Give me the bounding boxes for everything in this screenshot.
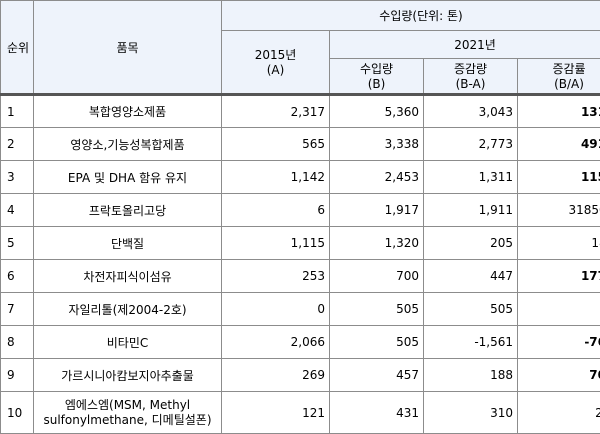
v2015-cell: 6 (222, 194, 330, 227)
change-cell: 505 (424, 293, 518, 326)
table-row: 10 엠에스엠(MSM, Methyl sulfonylmethane, 디메틸… (1, 392, 600, 434)
v2015-cell: 2,317 (222, 95, 330, 128)
item-cell: 자일리톨(제2004-2호) (34, 293, 222, 326)
year-2015-header: 2015년 (A) (222, 31, 330, 95)
rate-cell: 31850% (518, 194, 600, 227)
rank-cell: 2 (1, 128, 34, 161)
rate-cell: 70% (518, 359, 600, 392)
change-cell: -1,561 (424, 326, 518, 359)
table-row: 1 복합영양소제품 2,317 5,360 3,043 131% (1, 95, 600, 128)
rate-sub: (B/A) (524, 77, 600, 91)
v2021-cell: 1,917 (330, 194, 424, 227)
unit-title-header: 수입량(단위: 톤) (222, 1, 600, 31)
rank-cell: 6 (1, 260, 34, 293)
v2021-cell: 5,360 (330, 95, 424, 128)
rank-cell: 1 (1, 95, 34, 128)
import-sub: (B) (336, 77, 417, 91)
item-cell: 단백질 (34, 227, 222, 260)
item-cell: 영양소,기능성복합제품 (34, 128, 222, 161)
v2021-cell: 700 (330, 260, 424, 293)
item-cell: 프락토올리고당 (34, 194, 222, 227)
rank-cell: 3 (1, 161, 34, 194)
rate-cell: 491% (518, 128, 600, 161)
change-label: 증감량 (430, 60, 511, 77)
table-row: 6 차전자피식이섬유 253 700 447 177% (1, 260, 600, 293)
import-label: 수입량 (336, 60, 417, 77)
rank-cell: 8 (1, 326, 34, 359)
v2015-cell: 1,115 (222, 227, 330, 260)
v2015-cell: 0 (222, 293, 330, 326)
table-row: 5 단백질 1,115 1,320 205 18% (1, 227, 600, 260)
item-cell: 차전자피식이섬유 (34, 260, 222, 293)
v2021-cell: 457 (330, 359, 424, 392)
year-2021-header: 2021년 (330, 31, 600, 59)
change-cell: 310 (424, 392, 518, 434)
rate-cell: - (518, 293, 600, 326)
change-cell: 447 (424, 260, 518, 293)
rate-header: 증감률 (B/A) (518, 59, 600, 95)
rate-cell: -76% (518, 326, 600, 359)
v2021-cell: 505 (330, 326, 424, 359)
table-row: 2 영양소,기능성복합제품 565 3,338 2,773 491% (1, 128, 600, 161)
table-row: 4 프락토올리고당 6 1,917 1,911 31850% (1, 194, 600, 227)
v2021-cell: 505 (330, 293, 424, 326)
rank-cell: 7 (1, 293, 34, 326)
change-cell: 1,311 (424, 161, 518, 194)
table-header: 순위 품목 수입량(단위: 톤) 2015년 (A) 2021년 수입량 (B)… (1, 1, 600, 95)
item-header: 품목 (34, 1, 222, 95)
v2021-cell: 1,320 (330, 227, 424, 260)
year-2015-sub: (A) (228, 63, 323, 77)
v2015-cell: 121 (222, 392, 330, 434)
v2021-cell: 2,453 (330, 161, 424, 194)
rate-cell: 115% (518, 161, 600, 194)
change-sub: (B-A) (430, 77, 511, 91)
table-row: 9 가르시니아캄보지아추출물 269 457 188 70% (1, 359, 600, 392)
table-row: 7 자일리톨(제2004-2호) 0 505 505 - (1, 293, 600, 326)
v2021-cell: 431 (330, 392, 424, 434)
item-cell: 엠에스엠(MSM, Methyl sulfonylmethane, 디메틸설폰) (34, 392, 222, 434)
rank-cell: 4 (1, 194, 34, 227)
rank-header: 순위 (1, 1, 34, 95)
import-header: 수입량 (B) (330, 59, 424, 95)
change-cell: 1,911 (424, 194, 518, 227)
table-body: 1 복합영양소제품 2,317 5,360 3,043 131% 2 영양소,기… (1, 95, 600, 434)
change-cell: 205 (424, 227, 518, 260)
item-cell: 비타민C (34, 326, 222, 359)
item-cell: 복합영양소제품 (34, 95, 222, 128)
rank-cell: 9 (1, 359, 34, 392)
item-cell: EPA 및 DHA 함유 유지 (34, 161, 222, 194)
v2021-cell: 3,338 (330, 128, 424, 161)
table-row: 3 EPA 및 DHA 함유 유지 1,142 2,453 1,311 115% (1, 161, 600, 194)
v2015-cell: 1,142 (222, 161, 330, 194)
rate-cell: 18% (518, 227, 600, 260)
rate-cell: 177% (518, 260, 600, 293)
change-cell: 188 (424, 359, 518, 392)
change-cell: 3,043 (424, 95, 518, 128)
rate-cell: 256 (518, 392, 600, 434)
rank-cell: 5 (1, 227, 34, 260)
change-header: 증감량 (B-A) (424, 59, 518, 95)
v2015-cell: 2,066 (222, 326, 330, 359)
v2015-cell: 253 (222, 260, 330, 293)
year-2015-label: 2015년 (228, 46, 323, 63)
rate-label: 증감률 (524, 60, 600, 77)
v2015-cell: 269 (222, 359, 330, 392)
v2015-cell: 565 (222, 128, 330, 161)
rate-cell: 131% (518, 95, 600, 128)
item-cell: 가르시니아캄보지아추출물 (34, 359, 222, 392)
table-row: 8 비타민C 2,066 505 -1,561 -76% (1, 326, 600, 359)
change-cell: 2,773 (424, 128, 518, 161)
rank-cell: 10 (1, 392, 34, 434)
